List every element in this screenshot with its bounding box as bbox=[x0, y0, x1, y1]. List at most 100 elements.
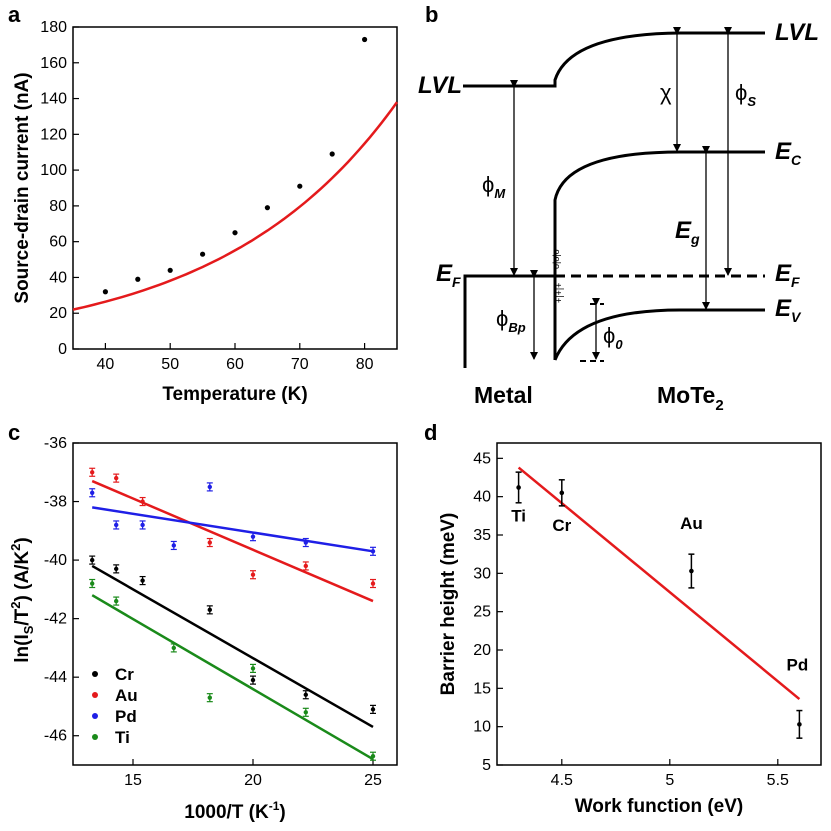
y-tick-label: 45 bbox=[473, 450, 491, 467]
y-axis-label-d: Barrier height (meV) bbox=[438, 513, 459, 696]
data-point-au bbox=[689, 568, 694, 574]
data-point bbox=[200, 251, 206, 257]
data-point-ti bbox=[303, 710, 308, 715]
vacuum-level-line bbox=[463, 31, 765, 88]
data-point-cr bbox=[370, 707, 376, 712]
y-tick-label: 25 bbox=[473, 604, 491, 621]
fit-line-d bbox=[517, 466, 801, 701]
panel-a: a 40 50 60 70 80 0 20 40 60 80 100 120 140 160 180 Tem… bbox=[8, 2, 399, 405]
fit-line-cr bbox=[91, 564, 374, 729]
point-label-ti: Ti bbox=[511, 506, 526, 525]
x-tick-label: 20 bbox=[244, 772, 262, 789]
point-label-au: Au bbox=[680, 514, 703, 533]
data-point bbox=[167, 267, 173, 273]
plot-frame-a bbox=[72, 26, 398, 350]
data-point-cr bbox=[559, 490, 565, 496]
data-point-pd bbox=[140, 522, 145, 528]
x-tick-label: 40 bbox=[97, 356, 115, 373]
y-tick-label: -44 bbox=[44, 669, 67, 686]
data-point bbox=[362, 36, 368, 43]
y-tick-label: 5 bbox=[482, 757, 491, 774]
data-point-cr bbox=[207, 607, 212, 613]
axis-ticks-d: 4.5 5 5.5 5 10 15 20 25 30 35 40 45 bbox=[473, 450, 789, 789]
y-tick-label: 40 bbox=[49, 269, 67, 286]
plot-frame-c bbox=[72, 442, 398, 766]
x-tick-label: 4.5 bbox=[551, 772, 573, 789]
data-point bbox=[297, 183, 303, 189]
data-point bbox=[135, 276, 141, 282]
data-points-d: Ti Cr Au Pd bbox=[511, 471, 808, 739]
plot-frame-d bbox=[496, 442, 822, 766]
fit-line-ti bbox=[91, 594, 374, 761]
eg-label: Eg bbox=[675, 217, 700, 247]
x-axis-label-c: 1000/T (K-1) bbox=[184, 799, 285, 823]
panel-letter-b: b bbox=[425, 2, 438, 27]
ec-label: EC bbox=[775, 138, 802, 168]
y-tick-label: -36 bbox=[44, 435, 67, 452]
panel-b-band-diagram: b LVL LVL EF EF EC EV o|o|o +|+|+ χ ϕS ϕ… bbox=[418, 2, 819, 414]
x-tick-label: 60 bbox=[226, 356, 244, 373]
panel-letter-c: c bbox=[8, 420, 20, 445]
data-point-ti bbox=[114, 598, 119, 604]
y-tick-label: 20 bbox=[49, 305, 67, 322]
data-point-pd bbox=[207, 484, 212, 490]
data-point-pd bbox=[797, 722, 802, 727]
lvl-left-label: LVL bbox=[418, 72, 462, 99]
data-point-cr bbox=[90, 557, 95, 563]
y-axis-label-a: Source-drain current (nA) bbox=[12, 72, 33, 303]
panel-d: d 4.5 5 5.5 5 10 15 20 25 30 35 40 45 Ti Cr Au Pd Work… bbox=[424, 420, 822, 817]
x-tick-label: 80 bbox=[356, 356, 374, 373]
data-point-au bbox=[114, 475, 119, 481]
data-point-ti bbox=[90, 581, 95, 586]
metal-label: Metal bbox=[474, 382, 533, 408]
phi-s-label: ϕS bbox=[735, 80, 756, 109]
y-tick-label: 100 bbox=[40, 162, 67, 179]
y-tick-label: 15 bbox=[473, 680, 491, 697]
x-tick-label: 50 bbox=[161, 356, 179, 373]
ef-left-label: EF bbox=[436, 260, 461, 290]
data-point bbox=[102, 289, 108, 295]
phi-bp-label: ϕBp bbox=[496, 306, 526, 335]
fit-line-a bbox=[72, 101, 399, 311]
y-tick-label: -40 bbox=[44, 552, 67, 569]
legend-marker-ti bbox=[92, 734, 98, 740]
legend-label-pd: Pd bbox=[115, 707, 137, 726]
fit-curve bbox=[72, 101, 399, 311]
valence-band-line bbox=[553, 308, 765, 361]
x-tick-label: 25 bbox=[364, 772, 382, 789]
phi-0-label: ϕ0 bbox=[603, 323, 623, 352]
panel-c: c 15 20 25 -36 -38 -40 -42 -44 -46 Cr Au Pd Ti 1000… bbox=[8, 420, 398, 823]
data-point-ti bbox=[171, 645, 176, 651]
data-point bbox=[264, 205, 270, 211]
x-axis-label-d: Work function (eV) bbox=[575, 796, 744, 817]
data-point-pd bbox=[370, 549, 376, 554]
data-point-cr bbox=[140, 578, 145, 583]
data-point-ti bbox=[370, 754, 376, 759]
data-point-pd bbox=[90, 490, 95, 495]
x-tick-label: 70 bbox=[291, 356, 309, 373]
y-tick-label: 180 bbox=[40, 19, 67, 36]
y-tick-label: 160 bbox=[40, 55, 67, 72]
ef-right-label: EF bbox=[775, 260, 800, 290]
data-point-au bbox=[140, 499, 145, 504]
data-point-ti bbox=[250, 666, 256, 671]
ev-label: EV bbox=[775, 295, 802, 325]
x-tick-label: 15 bbox=[124, 772, 142, 789]
panel-letter-a: a bbox=[8, 2, 21, 27]
legend-label-ti: Ti bbox=[115, 728, 130, 747]
data-point-cr bbox=[303, 692, 308, 697]
phi-m-label: ϕM bbox=[482, 172, 506, 201]
y-tick-label: 20 bbox=[473, 642, 491, 659]
y-tick-label: 40 bbox=[473, 489, 491, 506]
axis-ticks-c: 15 20 25 -36 -38 -40 -42 -44 -46 bbox=[44, 435, 382, 789]
y-tick-label: -42 bbox=[44, 611, 67, 628]
y-tick-label: -38 bbox=[44, 494, 67, 511]
legend-label-cr: Cr bbox=[115, 665, 134, 684]
data-point-cr bbox=[114, 566, 119, 572]
data-point bbox=[232, 230, 238, 236]
metal-fermi-line bbox=[463, 274, 555, 368]
y-axis-label-c: ln(IS/T2) (A/K2) bbox=[8, 537, 36, 663]
y-tick-label: 120 bbox=[40, 126, 67, 143]
axis-ticks-a: 40 50 60 70 80 0 20 40 60 80 100 120 140 160 180 bbox=[40, 19, 373, 373]
